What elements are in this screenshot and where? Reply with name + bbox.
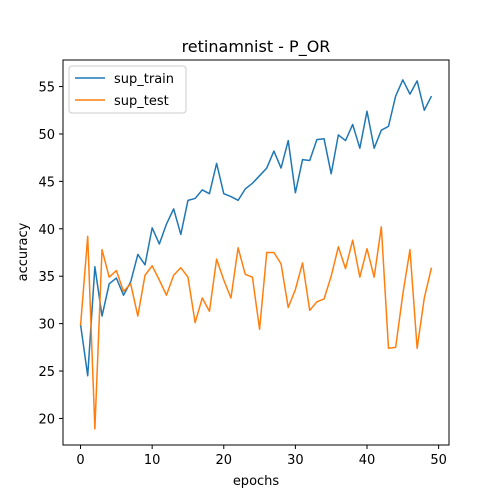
y-tick-label: 50: [38, 128, 55, 143]
plot-lines: [79, 79, 433, 430]
y-tick-label: 20: [38, 412, 55, 427]
legend-label-sup-train: sup_train: [114, 72, 174, 87]
x-tick-label: 20: [216, 453, 233, 468]
series-line-sup-train: [79, 79, 433, 377]
y-tick-label: 40: [38, 223, 55, 238]
x-tick-label: 50: [430, 453, 447, 468]
x-axis-ticks: 0 10 20 30 40 50: [76, 445, 447, 468]
x-tick-label: 40: [359, 453, 376, 468]
y-tick-label: 25: [38, 365, 55, 380]
legend-label-sup-test: sup_test: [114, 94, 169, 109]
series-line-sup-test: [79, 226, 433, 430]
y-tick-label: 35: [38, 270, 55, 285]
y-axis-ticks: 20 25 30 35 40 45 50 55: [38, 81, 63, 427]
x-tick-label: 0: [76, 453, 84, 468]
x-tick-label: 10: [144, 453, 161, 468]
x-axis-label: epochs: [233, 474, 280, 489]
chart-title: retinamnist - P_OR: [182, 37, 331, 57]
y-tick-label: 45: [38, 175, 55, 190]
y-tick-label: 30: [38, 318, 55, 333]
x-tick-label: 30: [287, 453, 304, 468]
y-axis-label: accuracy: [16, 222, 31, 281]
legend: sup_train sup_test: [68, 65, 187, 114]
y-tick-label: 55: [38, 81, 55, 96]
plot-frame: [62, 59, 450, 446]
